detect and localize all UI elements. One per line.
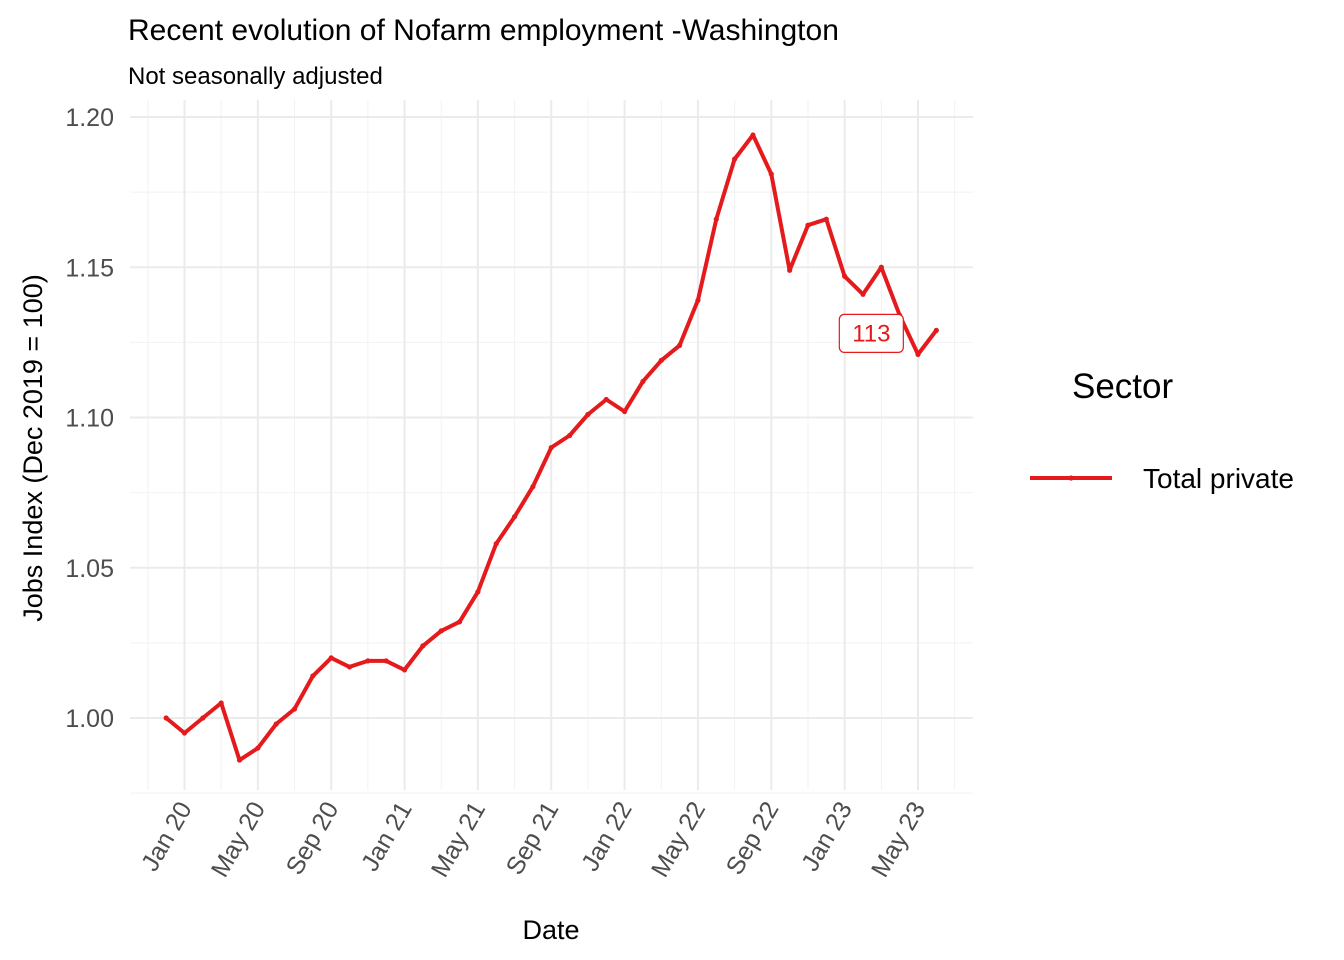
data-point [878,264,884,270]
y-axis-label: Jobs Index (Dec 2019 = 100) [18,274,48,621]
data-point [218,700,224,706]
x-tick-label: May 20 [206,797,271,882]
data-point [365,658,371,664]
data-point [842,273,848,279]
y-tick-label: 1.20 [65,104,114,132]
x-axis-label: Date [522,915,579,945]
data-point [823,216,829,222]
data-point [768,171,774,177]
data-point [273,721,279,727]
data-point [200,715,206,721]
x-tick-label: Sep 20 [281,797,345,880]
annotations: 113 [838,313,904,353]
y-tick-label: 1.00 [65,705,114,733]
legend-title: Sector [1072,367,1173,406]
data-point [787,267,793,273]
data-point [860,291,866,297]
data-point [640,378,646,385]
data-point [438,628,444,634]
x-tick-label: Jan 23 [796,797,858,876]
data-point [566,432,573,439]
data-point [346,664,353,670]
y-axis: 1.00 1.05 1.10 1.15 1.20 [65,104,114,733]
data-point [548,444,554,451]
data-point [622,408,628,415]
annotation-label: 113 [852,320,890,347]
data-point [383,658,389,664]
legend: Sector Total private [1030,367,1294,494]
data-point [603,396,609,403]
x-tick-label: May 22 [646,797,711,882]
data-point [511,514,518,520]
data-point [933,327,939,333]
x-axis: Jan 20 May 20 Sep 20 Jan 21 May 21 Sep 21 Jan … [136,797,931,882]
data-point [695,297,701,303]
data-point [420,643,426,649]
data-point [456,619,463,625]
chart-title: Recent evolution of Nofarm employment -W… [128,14,839,47]
annotation-box [838,313,904,353]
y-tick-label: 1.05 [65,555,114,583]
x-tick-label: Jan 21 [356,797,418,876]
data-point [475,589,481,595]
data-point [401,667,408,673]
chart-subtitle: Not seasonally adjusted [128,63,383,90]
y-tick-label: 1.10 [65,405,114,433]
data-point [328,655,334,661]
data-point [163,715,169,721]
data-point [732,156,738,162]
y-tick-label: 1.15 [65,254,114,282]
data-point [805,222,811,228]
data-point [493,541,499,547]
data-point [658,357,664,364]
data-point [255,745,261,751]
legend-label-total-private: Total private [1143,463,1294,494]
data-point [750,132,756,138]
data-point [310,673,316,679]
x-tick-label: Sep 22 [721,797,785,880]
x-tick-label: May 23 [866,797,931,882]
data-point [915,351,921,357]
data-point [181,730,188,736]
x-tick-label: Jan 22 [576,797,638,876]
legend-key-point [1068,475,1074,481]
x-tick-label: May 21 [426,797,491,882]
x-tick-label: Sep 21 [501,797,565,880]
data-point [677,342,683,348]
data-point [236,757,243,763]
data-point [713,216,719,222]
data-point [530,484,536,490]
data-point [291,706,298,712]
series-layer [163,132,939,763]
data-point [585,411,591,418]
x-tick-label: Jan 20 [136,797,198,876]
grid [130,100,973,794]
